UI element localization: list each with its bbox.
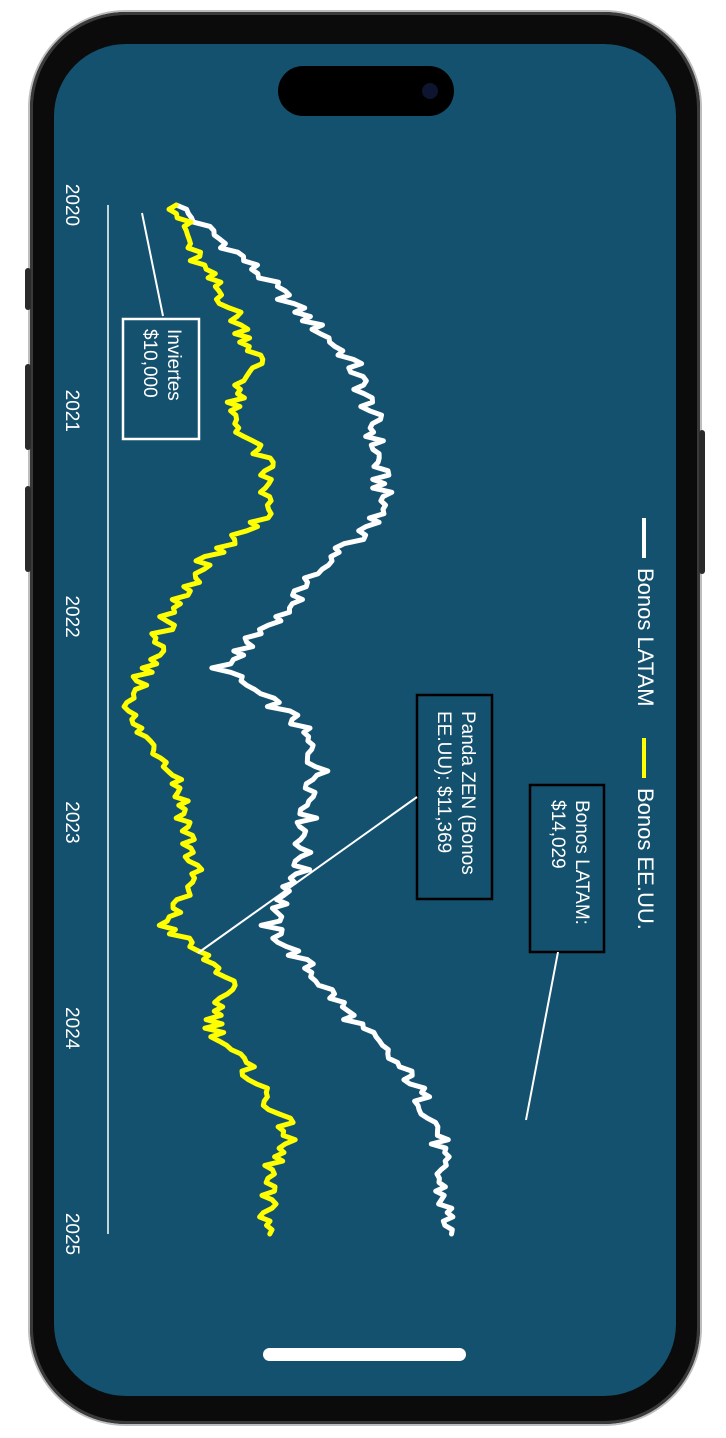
annotation-text-0-0: Inviertes (163, 329, 184, 401)
volume-down-button[interactable] (25, 486, 31, 572)
camera-icon (422, 83, 438, 99)
series-line-bonos-latam (173, 202, 456, 1237)
home-indicator[interactable] (263, 1348, 466, 1361)
phone-screen (54, 44, 676, 1396)
dynamic-island (278, 66, 454, 116)
x-tick-label-2021: 2021 (61, 390, 82, 432)
annotation-text-0-1: $10,000 (139, 329, 160, 398)
x-tick-label-2020: 2020 (61, 184, 82, 226)
annotation-leader-2 (525, 951, 559, 1121)
annotation-leader-0 (141, 212, 164, 317)
action-button[interactable] (25, 268, 31, 310)
power-button[interactable] (699, 430, 705, 574)
x-tick-label-2024: 2024 (61, 1007, 82, 1050)
annotation-box-0 (121, 317, 201, 441)
annotation-text-2-1: $14,029 (547, 800, 568, 869)
annotation-text-2-0: Bonos LATAM: (571, 800, 592, 925)
legend-label-0: Bonos LATAM (633, 568, 658, 707)
volume-up-button[interactable] (25, 364, 31, 450)
series-line-bonos-eeuu (121, 202, 298, 1237)
annotation-box-1 (415, 693, 494, 901)
annotation-text-1-1: EE.UU): $11,369 (433, 711, 454, 853)
annotation-text-1-0: Panda ZEN (Bonos (457, 711, 478, 875)
x-tick-label-2023: 2023 (61, 801, 82, 843)
annotation-box-2 (528, 783, 606, 954)
x-tick-label-2025: 2025 (61, 1213, 82, 1255)
annotation-leader-1 (197, 796, 418, 954)
legend-label-1: Bonos EE.UU. (633, 788, 658, 930)
x-tick-label-2022: 2022 (61, 595, 82, 637)
